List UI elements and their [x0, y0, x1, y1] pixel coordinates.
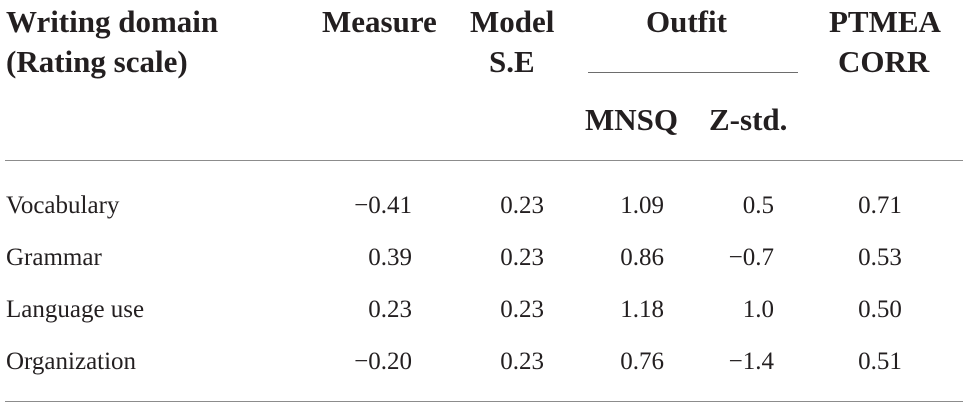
cell-zstd: 1.0 — [742, 296, 774, 323]
cell-zstd: −1.4 — [728, 348, 774, 375]
cell-zstd: −0.7 — [728, 244, 774, 271]
header-zstd: Z-std. — [709, 102, 788, 137]
header-rating-scale: (Rating scale) — [6, 44, 188, 79]
outfit-underline — [588, 72, 798, 73]
header-divider — [5, 160, 963, 161]
cell-ptmea: 0.71 — [858, 192, 902, 219]
header-outfit: Outfit — [646, 4, 727, 39]
cell-ptmea: 0.50 — [858, 296, 902, 323]
table-bottom-rule — [5, 401, 963, 402]
cell-ptmea: 0.51 — [858, 348, 902, 375]
header-measure: Measure — [322, 4, 437, 39]
cell-zstd: 0.5 — [742, 192, 774, 219]
header-se: S.E — [489, 44, 535, 79]
cell-domain: Organization — [6, 348, 137, 375]
cell-mnsq: 0.86 — [620, 244, 664, 271]
cell-domain: Vocabulary — [6, 192, 120, 219]
cell-domain: Language use — [6, 296, 145, 323]
cell-measure: −0.41 — [354, 192, 412, 219]
cell-ptmea: 0.53 — [858, 244, 902, 271]
cell-mnsq: 0.76 — [620, 348, 664, 375]
cell-mnsq: 1.18 — [620, 296, 664, 323]
cell-se: 0.23 — [500, 296, 544, 323]
cell-measure: −0.20 — [354, 348, 412, 375]
header-corr: CORR — [838, 44, 930, 79]
cell-se: 0.23 — [500, 192, 544, 219]
cell-se: 0.23 — [500, 348, 544, 375]
cell-domain: Grammar — [6, 244, 102, 271]
header-ptmea: PTMEA — [829, 4, 941, 39]
header-model: Model — [470, 4, 555, 39]
cell-measure: 0.23 — [368, 296, 412, 323]
cell-se: 0.23 — [500, 244, 544, 271]
header-writing-domain: Writing domain — [6, 4, 219, 39]
cell-measure: 0.39 — [368, 244, 412, 271]
header-mnsq: MNSQ — [585, 102, 678, 137]
cell-mnsq: 1.09 — [620, 192, 664, 219]
